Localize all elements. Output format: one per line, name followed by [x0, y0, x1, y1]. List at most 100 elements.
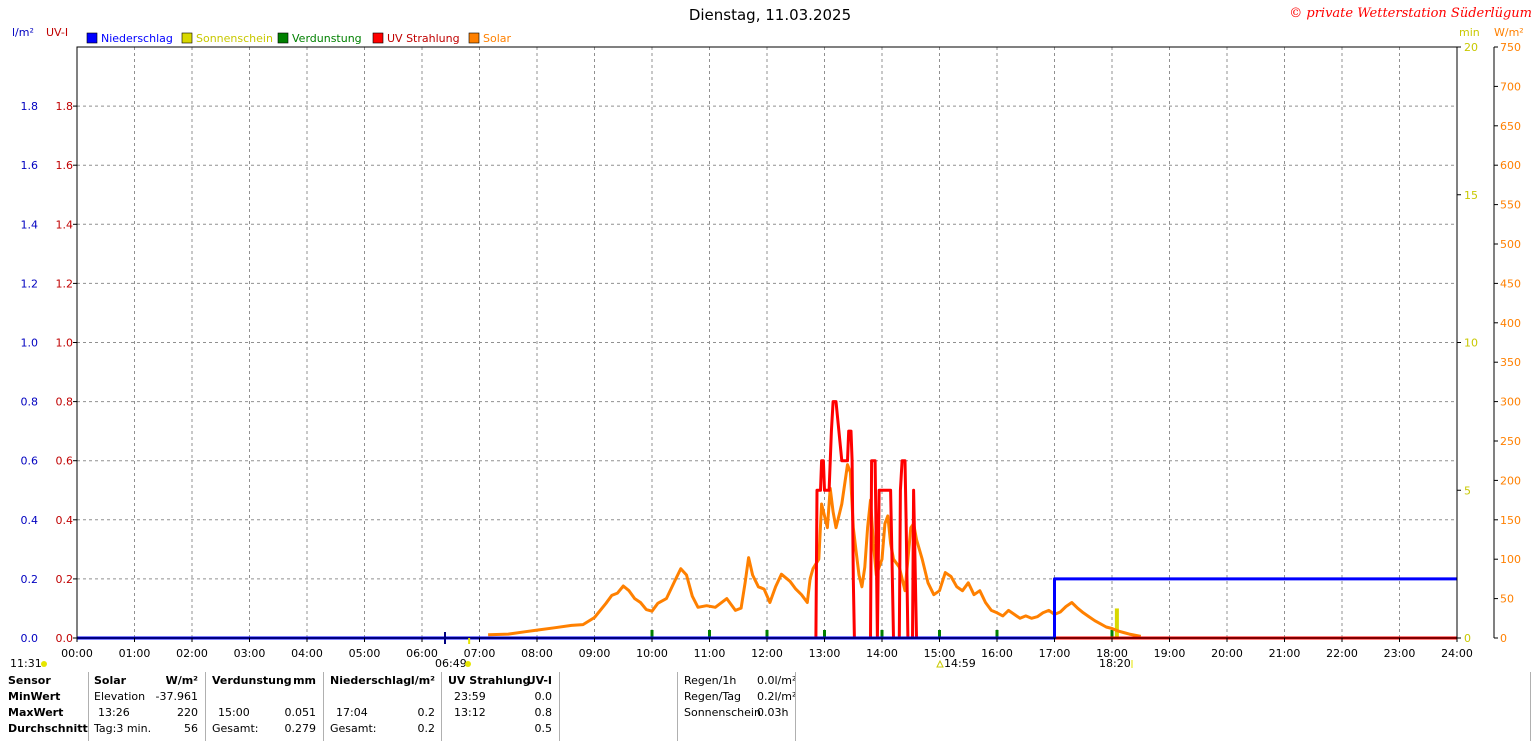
y-solar-tick-label: 200 — [1500, 474, 1521, 487]
regen-tag-value: 0.2l/m² — [757, 690, 797, 703]
x-tick-label: 17:00 — [1039, 647, 1071, 660]
niederschlag-unit: l/m² — [410, 674, 435, 687]
regen-1h-label: Regen/1h — [684, 674, 737, 687]
x-tick-label: 06:00 — [406, 647, 438, 660]
verdunstung-sum-label: Gesamt: — [212, 722, 259, 735]
x-tick-label: 11:00 — [694, 647, 726, 660]
axes: 00:00 01:00 02:00 03:00 04:00 05:00 06:00 07:00… — [21, 41, 1522, 660]
axis-unit-solar: W/m² — [1494, 26, 1524, 39]
y-left-tick-label: 0.4 — [21, 514, 39, 527]
x-tick-label: 01:00 — [119, 647, 151, 660]
legend-swatch — [181, 32, 193, 44]
y-uv-tick-label: 1.0 — [56, 337, 74, 350]
y-uv-tick-label: 1.6 — [56, 159, 74, 172]
uv-max-value: 0.8 — [534, 706, 553, 719]
x-tick-label: 14:00 — [866, 647, 898, 660]
x-tick-label: 13:00 — [809, 647, 841, 660]
y-min-tick-label: 20 — [1464, 41, 1478, 54]
legend-swatch — [372, 32, 384, 44]
stats-separator — [205, 672, 206, 741]
stats-separator — [795, 672, 796, 741]
x-tick-label: 10:00 — [636, 647, 668, 660]
verdunstung-max-time: 15:00 — [218, 706, 250, 719]
solar-elevation-value: -37.961 — [155, 690, 198, 703]
solar-avg-label: Tag:3 min. — [94, 722, 152, 735]
x-tick-label: 16:00 — [981, 647, 1013, 660]
y-left-tick-label: 0.8 — [21, 396, 39, 409]
solar-max-time: 13:26 — [98, 706, 130, 719]
x-tick-label: 24:00 — [1441, 647, 1473, 660]
niederschlag-max-value: 0.2 — [417, 706, 436, 719]
sonnenschein-value: 0.03h — [757, 706, 789, 719]
x-tick-label: 09:00 — [579, 647, 611, 660]
axis-unit-left: l/m² — [12, 26, 34, 39]
marker-sunset: 18:20 — [1099, 657, 1131, 670]
legend-swatch — [86, 32, 98, 44]
x-tick-label: 00:00 — [61, 647, 93, 660]
verdunstung-max-value: 0.051 — [284, 706, 317, 719]
y-solar-tick-label: 250 — [1500, 435, 1521, 448]
legend-label: Sonnenschein — [196, 32, 273, 45]
y-solar-tick-label: 300 — [1500, 396, 1521, 409]
stats-separator — [441, 672, 442, 741]
y-solar-tick-label: 50 — [1500, 593, 1514, 606]
sunrise-icon — [465, 661, 471, 667]
time-markers: 11:31 06:49 14:59 18:20 — [10, 632, 1133, 670]
y-left-tick-label: 1.4 — [21, 218, 39, 231]
stats-separator — [1530, 672, 1531, 741]
y-left-tick-label: 1.8 — [21, 100, 39, 113]
solar-max-value: 220 — [177, 706, 198, 719]
x-tick-label: 02:00 — [176, 647, 208, 660]
grid — [77, 47, 1457, 638]
verdunstung-unit: mm — [293, 674, 316, 687]
y-solar-tick-label: 400 — [1500, 317, 1521, 330]
regen-tag-label: Regen/Tag — [684, 690, 741, 703]
stats-row-min: MinWert — [8, 690, 61, 703]
y-min-tick-label: 15 — [1464, 189, 1478, 202]
x-tick-label: 08:00 — [521, 647, 553, 660]
uv-min-time: 23:59 — [454, 690, 486, 703]
y-left-tick-label: 0.2 — [21, 573, 39, 586]
y-uv-tick-label: 0.4 — [56, 514, 74, 527]
legend-label: UV Strahlung — [387, 32, 460, 45]
y-left-tick-label: 0.0 — [21, 632, 39, 645]
copyright-text: © private Wetterstation Süderlügum — [1289, 6, 1532, 21]
legend: Niederschlag Sonnenschein Verdunstung UV St… — [86, 32, 512, 45]
solar-line — [488, 463, 1142, 638]
y-uv-tick-label: 0.0 — [56, 632, 74, 645]
x-tick-label: 03:00 — [234, 647, 266, 660]
y-solar-tick-label: 100 — [1500, 553, 1521, 566]
y-uv-tick-label: 1.8 — [56, 100, 74, 113]
x-tick-label: 07:00 — [464, 647, 496, 660]
stats-row-max: MaxWert — [8, 706, 64, 719]
x-tick-label: 18:00 — [1096, 647, 1128, 660]
x-tick-label: 19:00 — [1154, 647, 1186, 660]
y-solar-tick-label: 700 — [1500, 80, 1521, 93]
x-tick-label: 21:00 — [1269, 647, 1301, 660]
y-solar-tick-label: 0 — [1500, 632, 1507, 645]
marker-solar-noon: 14:59 — [944, 657, 976, 670]
sonnenschein-bar — [1114, 608, 1119, 638]
solar-noon-icon — [936, 659, 944, 668]
uv-avg-value: 0.5 — [534, 722, 553, 735]
axis-unit-uv: UV-I — [46, 26, 68, 39]
uv-max-time: 13:12 — [454, 706, 486, 719]
chart-title: Dienstag, 11.03.2025 — [689, 6, 851, 24]
x-tick-label: 22:00 — [1326, 647, 1358, 660]
y-left-tick-label: 0.6 — [21, 455, 39, 468]
x-tick-label: 05:00 — [349, 647, 381, 660]
y-uv-tick-label: 1.4 — [56, 218, 74, 231]
marker-sunrise: 06:49 — [435, 657, 467, 670]
solar-avg-value: 56 — [184, 722, 198, 735]
verdunstung-sum-value: 0.279 — [284, 722, 317, 735]
y-uv-tick-label: 1.2 — [56, 277, 74, 290]
y-solar-tick-label: 150 — [1500, 514, 1521, 527]
stats-table: Sensor MinWert MaxWert Durchschnitt Sola… — [0, 672, 1536, 741]
stats-separator — [559, 672, 560, 741]
uv-header: UV Strahlung — [448, 674, 531, 687]
stats-separator — [323, 672, 324, 741]
x-tick-label: 04:00 — [291, 647, 323, 660]
solar-elevation-label: Elevation — [94, 690, 146, 703]
y-min-tick-label: 0 — [1464, 632, 1471, 645]
axis-unit-min: min — [1459, 26, 1480, 39]
